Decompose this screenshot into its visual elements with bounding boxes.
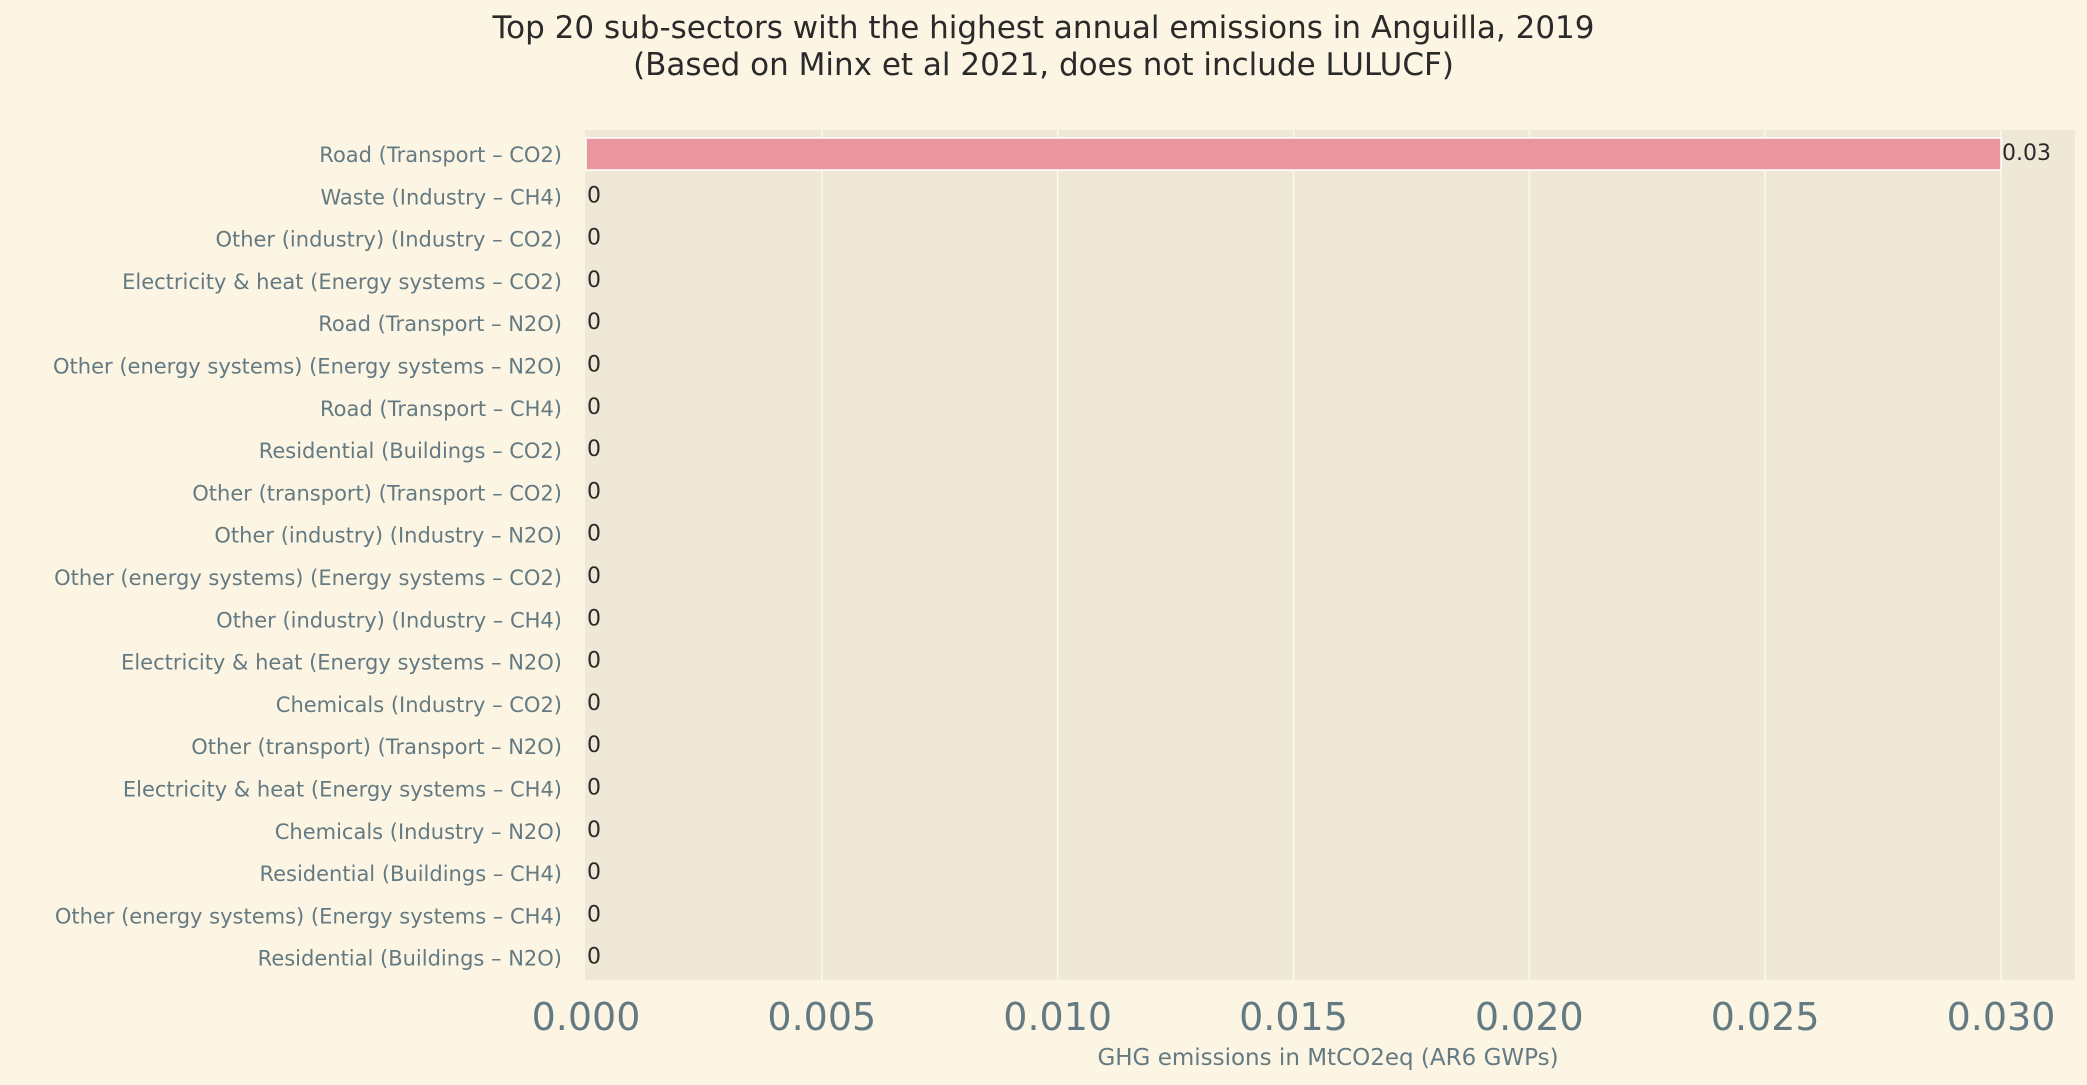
category-label: Electricity & heat (Energy systems – N2O… bbox=[121, 651, 562, 675]
x-tick-label: 0.000 bbox=[532, 995, 641, 1039]
value-label: 0 bbox=[587, 902, 601, 927]
value-label: 0 bbox=[587, 353, 601, 378]
x-tick-label: 0.030 bbox=[1947, 995, 2056, 1039]
plot-area bbox=[585, 130, 2075, 980]
value-label: 0 bbox=[587, 226, 601, 251]
value-label: 0 bbox=[587, 310, 601, 335]
x-tick-label: 0.015 bbox=[1239, 995, 1348, 1039]
x-tick-label: 0.020 bbox=[1475, 995, 1584, 1039]
value-label: 0 bbox=[587, 606, 601, 631]
category-label: Electricity & heat (Energy systems – CO2… bbox=[122, 270, 562, 294]
value-label: 0 bbox=[587, 395, 601, 420]
category-label: Chemicals (Industry – N2O) bbox=[275, 820, 562, 844]
category-label: Residential (Buildings – CH4) bbox=[259, 862, 562, 886]
value-label: 0 bbox=[587, 691, 601, 716]
x-axis-label: GHG emissions in MtCO2eq (AR6 GWPs) bbox=[1097, 1045, 1558, 1071]
category-label: Road (Transport – N2O) bbox=[318, 312, 562, 336]
category-label: Road (Transport – CO2) bbox=[319, 143, 562, 167]
bars bbox=[585, 137, 2002, 171]
x-tick-labels: 0.000 0.005 0.010 0.015 0.020 0.025 0.030 bbox=[532, 995, 2056, 1039]
category-label: Chemicals (Industry – CO2) bbox=[276, 693, 562, 717]
x-tick-label: 0.010 bbox=[1003, 995, 1112, 1039]
category-label: Road (Transport – CH4) bbox=[320, 397, 562, 421]
grid-lines bbox=[821, 130, 2002, 980]
value-labels: 0.03 0 0 0 0 0 0 0 0 0 0 0 0 0 0 0 0 0 0 0 bbox=[587, 141, 2051, 970]
value-label: 0 bbox=[587, 776, 601, 801]
value-label: 0 bbox=[587, 860, 601, 885]
value-label: 0 bbox=[587, 945, 601, 970]
category-label: Electricity & heat (Energy systems – CH4… bbox=[123, 778, 562, 802]
x-tick-label: 0.005 bbox=[767, 995, 876, 1039]
bar bbox=[585, 137, 2002, 171]
chart-subtitle: (Based on Minx et al 2021, does not incl… bbox=[633, 47, 1454, 83]
value-label: 0 bbox=[587, 268, 601, 293]
value-label: 0 bbox=[587, 479, 601, 504]
category-label: Other (energy systems) (Energy systems –… bbox=[55, 904, 562, 928]
chart-title-block: Top 20 sub-sectors with the highest annu… bbox=[0, 10, 2087, 84]
category-labels: Road (Transport – CO2) Waste (Industry – … bbox=[53, 143, 562, 971]
value-label: 0 bbox=[587, 437, 601, 462]
category-label: Other (energy systems) (Energy systems –… bbox=[54, 566, 562, 590]
value-label: 0 bbox=[587, 183, 601, 208]
category-label: Waste (Industry – CH4) bbox=[321, 185, 563, 209]
value-label: 0 bbox=[587, 564, 601, 589]
category-label: Other (industry) (Industry – CH4) bbox=[216, 608, 562, 632]
category-label: Residential (Buildings – N2O) bbox=[258, 947, 562, 971]
value-label: 0 bbox=[587, 522, 601, 547]
category-label: Other (energy systems) (Energy systems –… bbox=[53, 355, 562, 379]
value-label: 0 bbox=[587, 649, 601, 674]
chart-title: Top 20 sub-sectors with the highest annu… bbox=[492, 10, 1595, 46]
category-label: Other (transport) (Transport – N2O) bbox=[191, 735, 562, 759]
category-label: Other (transport) (Transport – CO2) bbox=[192, 481, 562, 505]
category-label: Other (industry) (Industry – N2O) bbox=[214, 524, 562, 548]
x-tick-label: 0.025 bbox=[1711, 995, 1820, 1039]
category-label: Other (industry) (Industry – CO2) bbox=[215, 228, 562, 252]
category-label: Residential (Buildings – CO2) bbox=[259, 439, 562, 463]
value-label: 0.03 bbox=[2002, 141, 2051, 166]
value-label: 0 bbox=[587, 733, 601, 758]
value-label: 0 bbox=[587, 818, 601, 843]
